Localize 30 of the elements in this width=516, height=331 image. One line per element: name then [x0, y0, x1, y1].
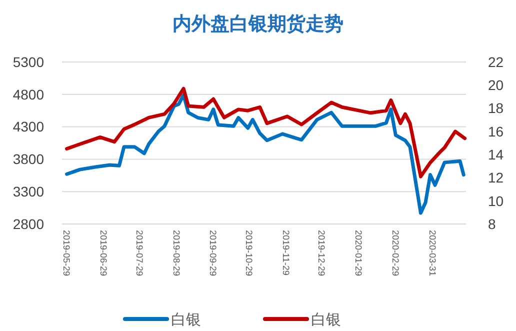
y2-tick-label: 18 — [488, 100, 504, 116]
x-tick-label: 2019-05-29 — [62, 230, 72, 276]
x-tick-label: 2020-03-31 — [427, 230, 438, 276]
legend-label: 白银 — [311, 311, 341, 328]
chart-title: 内外盘白银期货走势 — [172, 13, 344, 35]
y2-tick-label: 20 — [488, 77, 504, 94]
y-tick-label: 3800 — [12, 151, 44, 168]
y2-tick-label: 16 — [488, 123, 504, 140]
legend-label: 白银 — [171, 311, 201, 328]
y-tick-label: 5300 — [12, 54, 44, 70]
x-tick-label: 2019-08-29 — [171, 230, 182, 276]
x-tick-label: 2019-06-29 — [98, 230, 109, 276]
line-series — [65, 93, 466, 215]
y2-tick-label: 22 — [488, 54, 504, 70]
x-tick-label: 2019-12-29 — [316, 230, 327, 276]
y2-tick-label: 14 — [488, 146, 504, 162]
x-tick-label: 2019-07-29 — [134, 230, 144, 276]
y2-tick-label: 8 — [488, 216, 496, 232]
line-series — [65, 86, 467, 178]
x-tick-label: 2020-02-29 — [390, 230, 401, 276]
y-tick-label: 4300 — [12, 118, 44, 135]
x-tick-label: 2019-11-29 — [280, 230, 291, 276]
y2-tick-label: 12 — [488, 170, 504, 186]
x-tick-label: 2019-10-29 — [244, 230, 254, 276]
y2-tick-label: 10 — [488, 192, 504, 209]
y-tick-label: 2800 — [12, 216, 44, 232]
y-tick-label: 3300 — [12, 184, 44, 200]
y-tick-label: 4800 — [12, 86, 44, 102]
x-tick-label: 2020-01-29 — [354, 230, 364, 276]
x-tick-label: 2019-09-29 — [208, 230, 218, 276]
